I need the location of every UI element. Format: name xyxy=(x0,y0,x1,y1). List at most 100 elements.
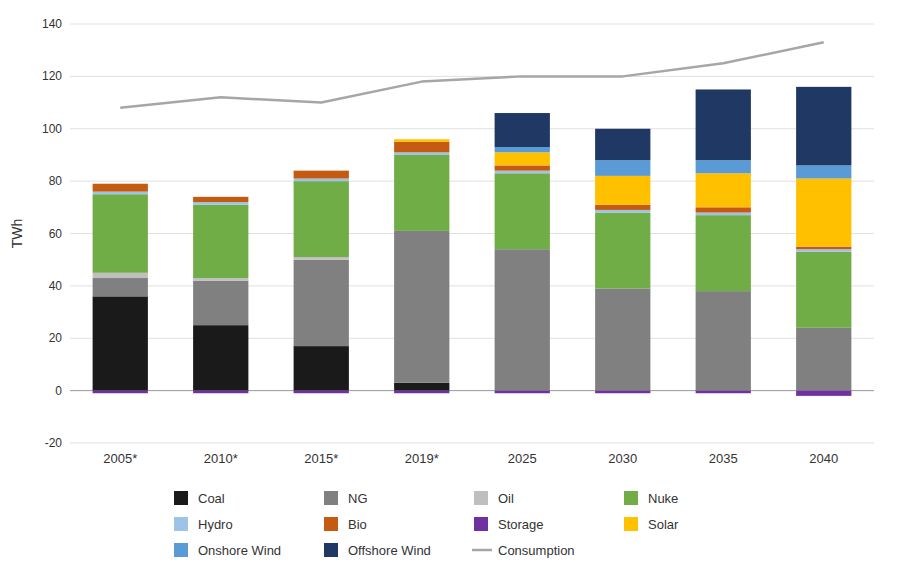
y-tick-label: 120 xyxy=(42,69,62,83)
y-tick-label: -20 xyxy=(45,436,63,450)
bar xyxy=(796,87,851,166)
bar xyxy=(294,170,349,171)
bar xyxy=(394,155,449,231)
x-tick-label: 2040 xyxy=(809,451,838,466)
bar xyxy=(696,391,751,394)
bar xyxy=(193,202,248,205)
y-tick-label: 100 xyxy=(42,122,62,136)
bar xyxy=(294,260,349,346)
legend-swatch xyxy=(474,491,488,505)
bar xyxy=(696,207,751,212)
grid-line xyxy=(70,338,874,339)
y-tick-label: 60 xyxy=(49,227,63,241)
bar xyxy=(796,179,851,247)
bar xyxy=(193,196,248,197)
legend-label: Offshore Wind xyxy=(348,543,431,558)
x-tick-label: 2015* xyxy=(304,451,338,466)
bar-series xyxy=(93,152,852,252)
legend-label: NG xyxy=(348,491,368,506)
bar xyxy=(93,184,148,192)
bar xyxy=(796,249,851,252)
bar xyxy=(394,391,449,394)
bar xyxy=(294,181,349,257)
y-tick-label: 80 xyxy=(49,174,63,188)
grid: -20020406080100120140 xyxy=(42,17,874,450)
bar xyxy=(93,391,148,394)
bar xyxy=(796,252,851,328)
bar xyxy=(595,391,650,394)
bar-series xyxy=(93,391,852,396)
legend-label: Hydro xyxy=(198,517,233,532)
bar xyxy=(595,129,650,160)
x-tick-label: 2035 xyxy=(709,451,738,466)
legend-label: Consumption xyxy=(498,543,575,558)
bar xyxy=(93,278,148,296)
y-tick-label: 20 xyxy=(49,331,63,345)
bar xyxy=(796,165,851,178)
bar xyxy=(796,247,851,250)
legend-swatch xyxy=(472,549,492,552)
y-tick-label: 140 xyxy=(42,17,62,31)
bar xyxy=(93,183,148,184)
grid-line xyxy=(70,24,874,25)
bar xyxy=(294,170,349,171)
bar xyxy=(595,160,650,176)
bar xyxy=(93,192,148,195)
bar xyxy=(696,213,751,216)
bar xyxy=(796,328,851,391)
bar xyxy=(796,391,851,396)
bar-series xyxy=(495,87,852,166)
legend-swatch xyxy=(324,543,338,557)
bar xyxy=(294,257,349,260)
bar xyxy=(696,160,751,173)
bar xyxy=(696,173,751,207)
legend-label: Oil xyxy=(498,491,514,506)
bar xyxy=(394,139,449,142)
bar xyxy=(696,291,751,391)
bar xyxy=(294,170,349,171)
x-tick-label: 2019* xyxy=(405,451,439,466)
bar xyxy=(495,165,550,170)
y-tick-label: 0 xyxy=(55,384,62,398)
legend-label: Onshore Wind xyxy=(198,543,281,558)
legend: CoalNGOilNukeHydroBioStorageSolarOnshore… xyxy=(174,491,679,558)
legend-swatch xyxy=(624,491,638,505)
bar xyxy=(193,196,248,197)
legend-label: Storage xyxy=(498,517,544,532)
bar xyxy=(595,213,650,289)
line xyxy=(120,42,824,107)
grid-line xyxy=(70,233,874,234)
legend-label: Nuke xyxy=(648,491,678,506)
legend-swatch xyxy=(324,491,338,505)
bar xyxy=(193,197,248,202)
bar xyxy=(294,391,349,394)
bar xyxy=(193,205,248,278)
bar xyxy=(595,210,650,213)
legend-label: Coal xyxy=(198,491,225,506)
bar xyxy=(595,176,650,205)
legend-swatch xyxy=(174,517,188,531)
legend-swatch xyxy=(324,517,338,531)
bar xyxy=(394,231,449,383)
bar xyxy=(495,147,550,152)
bar xyxy=(294,179,349,182)
x-tick-label: 2010* xyxy=(204,451,238,466)
legend-label: Solar xyxy=(648,517,679,532)
grid-line xyxy=(70,76,874,77)
bar xyxy=(595,205,650,210)
bar xyxy=(294,171,349,179)
grid-line xyxy=(70,285,874,286)
bar xyxy=(495,152,550,165)
legend-swatch xyxy=(474,517,488,531)
legend-swatch xyxy=(174,543,188,557)
bar xyxy=(294,346,349,391)
bar xyxy=(193,196,248,197)
legend-swatch xyxy=(174,491,188,505)
x-tick-label: 2025 xyxy=(508,451,537,466)
bar xyxy=(93,296,148,390)
bar xyxy=(595,288,650,390)
y-axis-label: TWh xyxy=(9,219,25,249)
bar xyxy=(495,113,550,147)
bar xyxy=(93,194,148,273)
bar xyxy=(193,325,248,390)
